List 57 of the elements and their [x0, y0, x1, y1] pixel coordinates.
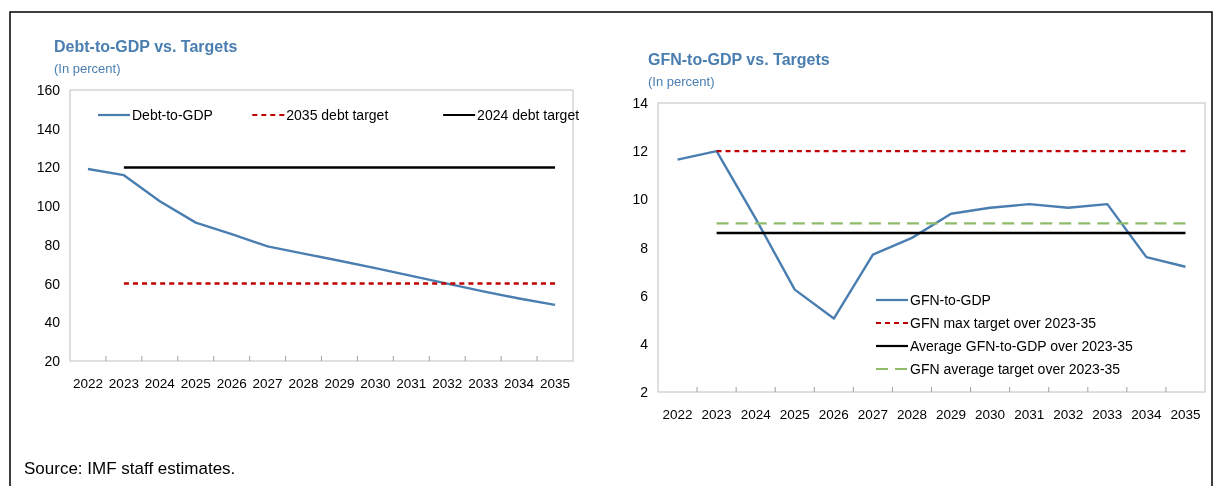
x-tick-label: 2028 — [896, 407, 927, 422]
x-tick-label: 2024 — [740, 407, 772, 422]
y-tick-label: 2 — [640, 384, 649, 400]
y-tick-label: 100 — [36, 198, 61, 215]
x-tick-label: 2031 — [1014, 407, 1045, 422]
y-tick-label: 20 — [44, 353, 61, 369]
line-series — [676, 149, 1187, 320]
x-tick-label: 2026 — [216, 376, 247, 391]
x-tick-label: 2034 — [1131, 407, 1162, 422]
x-tick-label: 2030 — [975, 407, 1006, 422]
y-tick-label: 120 — [36, 159, 61, 176]
x-tick-label: 2022 — [662, 407, 693, 422]
y-tick-label: 160 — [36, 82, 61, 98]
legend-label: 2035 debt target — [286, 107, 389, 123]
y-tick-label: 6 — [640, 287, 649, 304]
legend-label: 2024 debt target — [477, 107, 580, 123]
x-tick-label: 2034 — [504, 376, 535, 391]
x-tick-label: 2023 — [108, 376, 139, 391]
x-tick-label: 2024 — [144, 376, 176, 391]
x-tick-label: 2035 — [540, 376, 571, 391]
y-tick-label: 8 — [640, 239, 649, 256]
x-tick-label: 2033 — [1092, 407, 1123, 422]
y-tick-label: 60 — [44, 275, 61, 292]
chart-title: GFN-to-GDP vs. Targets — [648, 51, 830, 68]
x-tick-label: 2029 — [936, 407, 967, 422]
legend-label: Debt-to-GDP — [132, 107, 213, 123]
x-tick-label: 2030 — [360, 376, 391, 391]
x-tick-label: 2032 — [432, 376, 463, 391]
x-tick-label: 2029 — [324, 376, 355, 391]
x-tick-label: 2023 — [701, 407, 732, 422]
legend-label: GFN average target over 2023-35 — [910, 361, 1121, 377]
chart-title: Debt-to-GDP vs. Targets — [54, 38, 238, 55]
y-tick-label: 80 — [44, 236, 61, 253]
x-tick-label: 2028 — [288, 376, 319, 391]
x-tick-label: 2027 — [252, 376, 283, 391]
legend-label: Average GFN-to-GDP over 2023-35 — [910, 338, 1134, 354]
x-tick-label: 2022 — [72, 376, 103, 391]
y-tick-label: 4 — [640, 335, 649, 352]
y-tick-label: 14 — [632, 95, 649, 111]
x-tick-label: 2025 — [180, 376, 211, 391]
x-tick-label: 2031 — [396, 376, 427, 391]
x-tick-label: 2027 — [857, 407, 888, 422]
x-tick-label: 2035 — [1170, 407, 1201, 422]
legend-label: GFN max target over 2023-35 — [910, 315, 1097, 331]
legend-label: GFN-to-GDP — [910, 292, 991, 308]
source-note: Source: IMF staff estimates. — [24, 459, 236, 478]
y-tick-label: 40 — [44, 314, 61, 331]
y-tick-label: 12 — [632, 143, 649, 160]
x-tick-label: 2026 — [818, 407, 849, 422]
x-tick-label: 2032 — [1053, 407, 1084, 422]
x-tick-label: 2025 — [779, 407, 810, 422]
chart-subtitle: (In percent) — [54, 61, 121, 76]
y-tick-label: 10 — [632, 191, 649, 208]
x-tick-label: 2033 — [468, 376, 499, 391]
chart-subtitle: (In percent) — [648, 74, 715, 89]
line-series — [86, 167, 557, 307]
y-tick-label: 140 — [36, 120, 61, 137]
